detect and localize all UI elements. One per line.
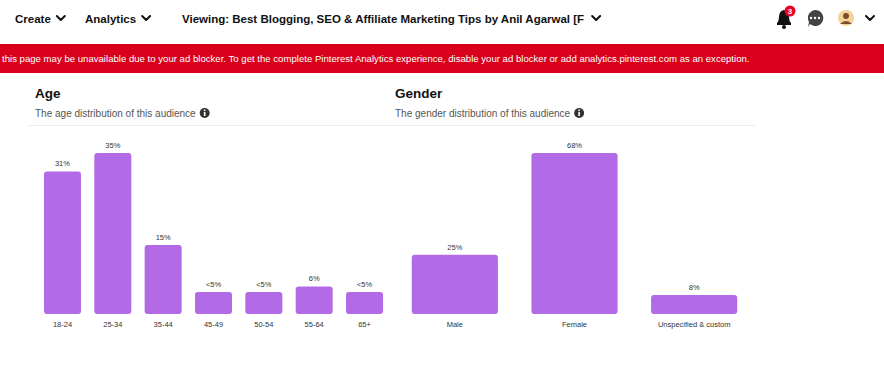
dot [814, 17, 816, 19]
nav-item[interactable]: Analytics [85, 13, 136, 25]
divider [28, 125, 390, 126]
bar [412, 255, 498, 314]
bar [651, 295, 737, 314]
chart-title: Age [35, 86, 61, 101]
category-label: 50-54 [254, 320, 273, 329]
info-dot [578, 110, 580, 112]
bar [296, 286, 333, 314]
bar [346, 292, 383, 314]
category-label: 18-24 [53, 320, 72, 329]
data-label: <5% [206, 280, 222, 289]
chart-title: Gender [395, 86, 443, 101]
chart-subtitle: The age distribution of this audience [35, 108, 196, 119]
data-label: 8% [689, 283, 700, 292]
badge-count: 3 [788, 7, 793, 16]
category-label: Female [562, 320, 587, 329]
data-label: 6% [309, 274, 320, 283]
info-icon[interactable] [574, 108, 584, 118]
category-label: 25-34 [103, 320, 122, 329]
chart-bar: Gender The gender distribution of this au… [390, 86, 755, 329]
background [0, 0, 884, 367]
info-dot [204, 110, 206, 112]
account-menu-chevron [866, 16, 874, 20]
notifications-icon[interactable]: 3 [777, 6, 796, 30]
page: {"header": {"nav": ["Create", "Analytics… [0, 0, 884, 367]
bar [94, 153, 131, 314]
category-label: 45-49 [204, 320, 223, 329]
banner-text: this page may be unavailable due to your… [2, 53, 750, 64]
dot [818, 17, 820, 19]
avatar-bg [838, 10, 854, 26]
screenshot: Create Analytics Viewing: Best Blogging, S… [0, 0, 884, 367]
category-label: 55-64 [305, 320, 324, 329]
adblock-banner [0, 44, 884, 73]
nav-item[interactable]: Create [15, 13, 51, 25]
badge [785, 6, 796, 17]
info-circle [200, 108, 210, 118]
nav-chevron [142, 16, 150, 20]
category-label: Unspecified & custom [658, 320, 731, 329]
bar [245, 292, 282, 314]
account-chevron [592, 16, 600, 20]
data-label: <5% [256, 280, 272, 289]
bars [412, 153, 737, 314]
info-icon[interactable] [200, 108, 210, 118]
category-label: Male [447, 320, 463, 329]
data-label: 25% [447, 243, 462, 252]
bars [44, 153, 383, 314]
messages-icon[interactable] [808, 10, 823, 27]
chart-subtitle: The gender distribution of this audience [395, 108, 571, 119]
data-label: 15% [156, 233, 171, 242]
category-label: 65+ [358, 320, 371, 329]
bar [44, 171, 81, 314]
avatar-head [843, 13, 849, 19]
data-label: 35% [105, 141, 120, 150]
bar [531, 153, 617, 314]
account-selector[interactable]: Viewing: Best Blogging, SEO & Affiliate … [182, 13, 584, 25]
info-stem [578, 112, 580, 116]
bell-clapper [782, 25, 786, 29]
info-stem [204, 112, 206, 116]
avatar[interactable] [838, 10, 854, 26]
bar [195, 292, 232, 314]
chart-bar: Age The age distribution of this audience… [28, 86, 390, 329]
header: Create Analytics Viewing: Best Blogging, S… [15, 6, 874, 30]
data-label: 31% [55, 159, 70, 168]
bubble [808, 10, 823, 27]
dot [810, 17, 812, 19]
info-circle [574, 108, 584, 118]
divider [390, 125, 755, 126]
nav-chevron [57, 16, 65, 20]
bar [145, 245, 182, 314]
data-label: 68% [567, 141, 582, 150]
avatar-body [840, 21, 852, 24]
data-label: <5% [357, 280, 373, 289]
category-label: 35-44 [154, 320, 173, 329]
